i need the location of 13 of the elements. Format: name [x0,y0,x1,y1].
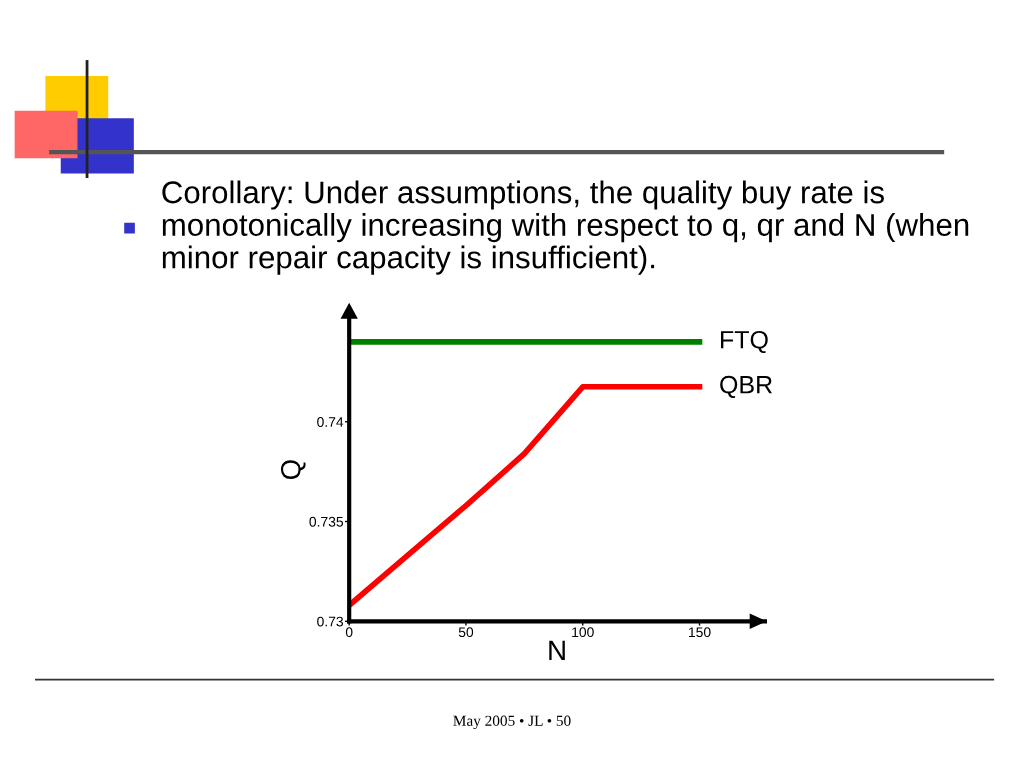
series-label: QBR [720,375,772,398]
x-tick-label: 150 [689,627,711,638]
y-tick-label: 0.74 [317,417,344,427]
series-label: FTQ [721,330,768,354]
chart-title: Corollary: Under assumptions, the quality buy rate is monotonically increasing with respect to q, qr and N (when minor repair capacity is insufficient). [162,180,969,275]
y-axis-title: Q [280,460,306,480]
x-tick-label: 0 [345,627,353,638]
y-tick-label: 0.735 [309,516,344,527]
y-tick-label: 0.73 [317,616,344,627]
x-axis-title: N [549,640,565,660]
text: May 2005 • JL • 50 [453,715,571,730]
x-tick-label: 100 [572,627,594,638]
x-tick-label: 50 [458,627,474,638]
